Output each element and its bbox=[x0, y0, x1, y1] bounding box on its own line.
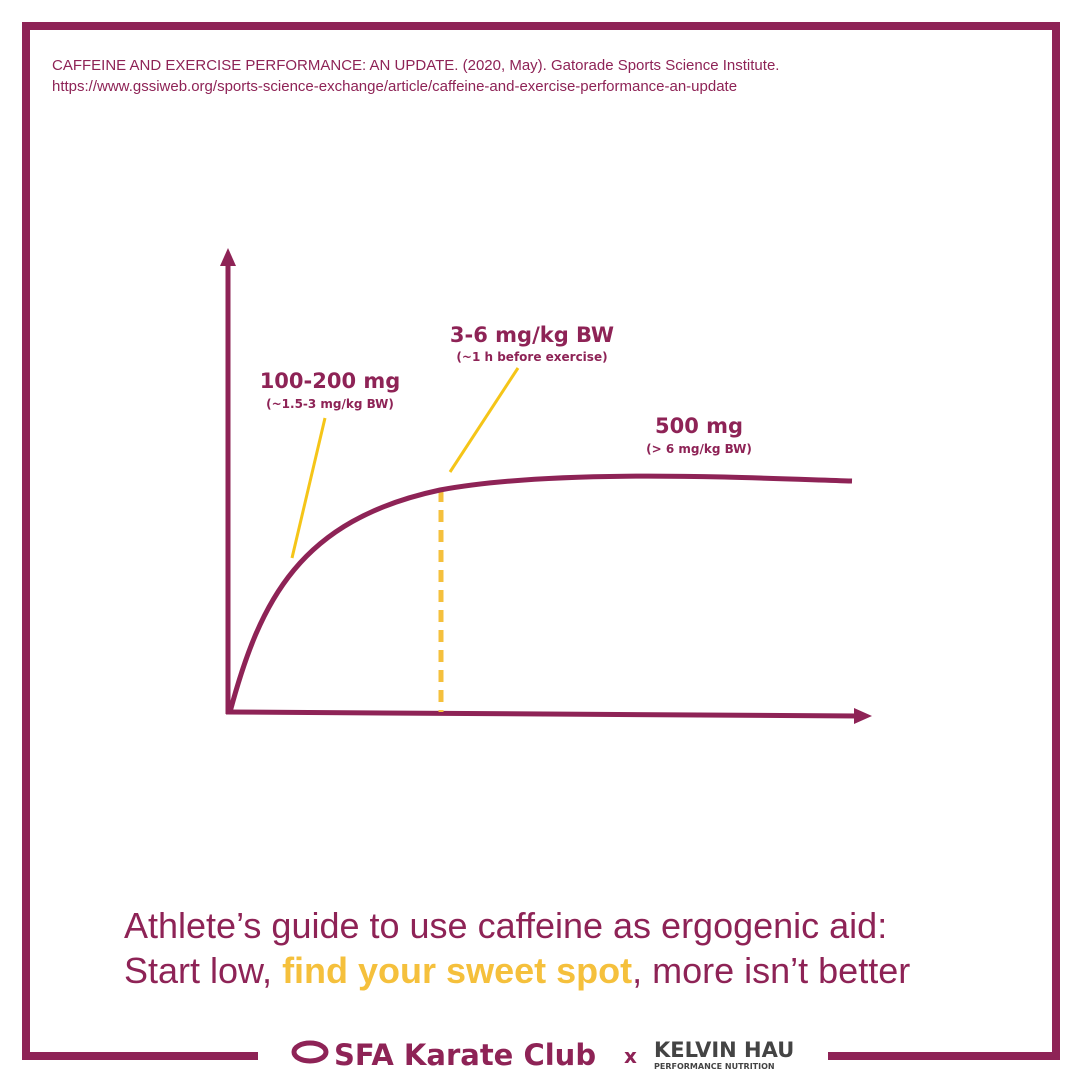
partner-name: KELVIN HAU bbox=[654, 1038, 794, 1062]
citation: CAFFEINE AND EXERCISE PERFORMANCE: AN UP… bbox=[52, 57, 779, 74]
arrow bbox=[220, 248, 236, 266]
x-axis bbox=[225, 709, 859, 719]
headline-part: Start low, bbox=[124, 950, 282, 991]
annotation-label: 500 mg bbox=[655, 414, 743, 438]
annotation-label: 3-6 mg/kg BW bbox=[450, 323, 614, 347]
separator: x bbox=[624, 1044, 637, 1068]
pointer bbox=[290, 417, 327, 559]
response-curve bbox=[227, 473, 853, 713]
logo-icon bbox=[291, 1040, 329, 1064]
frame bbox=[22, 22, 1060, 1060]
annotation-label: 100-200 mg bbox=[260, 369, 401, 393]
annotation-sublabel: (> 6 mg/kg BW) bbox=[646, 442, 752, 456]
partner-tagline: PERFORMANCE NUTRITION bbox=[654, 1062, 775, 1071]
headline-part: , more isn’t better bbox=[632, 950, 910, 991]
arrow bbox=[854, 708, 872, 724]
headline: Athlete’s guide to use caffeine as ergog… bbox=[124, 905, 887, 946]
annotation-sublabel: (~1.5-3 mg/kg BW) bbox=[266, 397, 394, 411]
annotation-sublabel: (~1 h before exercise) bbox=[456, 350, 607, 364]
diagram: 100-200 mg (~1.5-3 mg/kg BW) 3-6 mg/kg B… bbox=[220, 248, 872, 724]
citation-url: https://www.gssiweb.org/sports-science-e… bbox=[52, 78, 737, 95]
headline-highlight: find your sweet spot bbox=[282, 950, 632, 991]
pointer bbox=[448, 367, 520, 473]
headline: Start low, find your sweet spot, more is… bbox=[124, 950, 910, 991]
club-name: SFA Karate Club bbox=[334, 1038, 596, 1072]
footer: SFA Karate Club x KELVIN HAU PERFORMANCE… bbox=[291, 1038, 794, 1072]
